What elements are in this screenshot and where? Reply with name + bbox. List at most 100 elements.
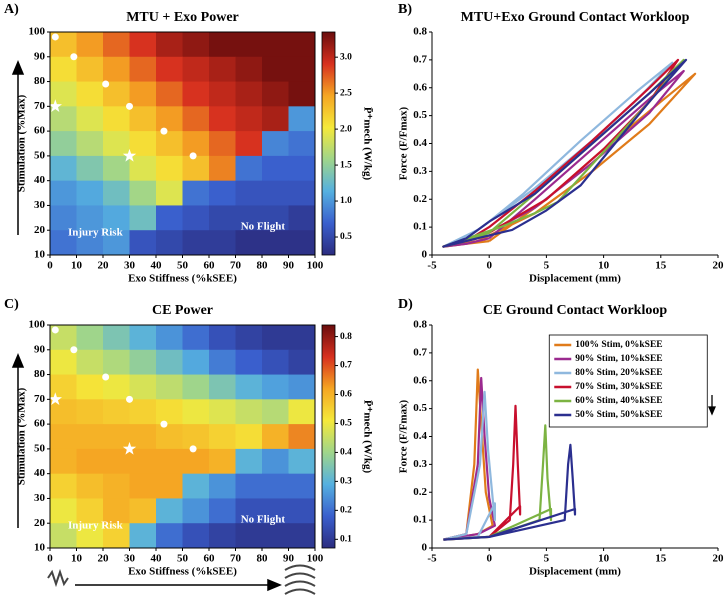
colorbar-tick-label: 1.5 bbox=[340, 160, 352, 170]
y-tick-label: 10 bbox=[34, 542, 46, 554]
y-tick-label: 80 bbox=[34, 75, 46, 87]
contour-cell bbox=[235, 155, 263, 182]
y-tick-label: 0.4 bbox=[413, 430, 427, 442]
contour-cell bbox=[209, 325, 236, 351]
contour-cell bbox=[288, 32, 316, 58]
operating-point bbox=[102, 80, 110, 88]
contour-cell bbox=[156, 448, 183, 475]
contour-cell bbox=[209, 523, 236, 549]
contour-cell bbox=[103, 523, 130, 549]
contour-cell bbox=[235, 424, 263, 450]
contour-cell bbox=[76, 106, 104, 132]
contour-cell bbox=[209, 81, 236, 107]
workloop-line bbox=[442, 58, 688, 248]
contour-cell bbox=[262, 131, 289, 157]
x-tick-label: -5 bbox=[427, 260, 437, 272]
y-tick-label: 0.2 bbox=[413, 193, 427, 205]
contour-cell bbox=[288, 349, 316, 376]
contour-cell bbox=[76, 325, 104, 351]
workloop-line bbox=[443, 404, 522, 541]
colorbar-tick-label: 0.6 bbox=[340, 390, 352, 400]
contour-cell bbox=[262, 81, 289, 107]
operating-point bbox=[126, 102, 133, 110]
contour-cell bbox=[129, 349, 157, 376]
x-tick-label: 60 bbox=[204, 553, 216, 565]
y-tick-label: 0.6 bbox=[413, 374, 427, 386]
operating-point bbox=[51, 33, 59, 41]
x-tick-label: 60 bbox=[204, 260, 216, 272]
chart-title: MTU+Exo Ground Contact Workloop bbox=[461, 10, 690, 25]
contour-cell bbox=[50, 523, 77, 549]
contour-cell bbox=[50, 498, 77, 524]
x-tick-label: 5 bbox=[544, 553, 550, 565]
contour-cell bbox=[235, 230, 263, 256]
contour-cell bbox=[76, 349, 104, 376]
contour-cell bbox=[76, 498, 104, 524]
panel-label: D) bbox=[398, 297, 413, 312]
contour-cell bbox=[182, 473, 210, 499]
legend-entry: 70% Stim, 30%kSEE bbox=[575, 382, 662, 392]
contour-cell bbox=[209, 349, 236, 376]
x-tick-label: 70 bbox=[230, 553, 242, 565]
contour-cell bbox=[235, 498, 263, 524]
y-tick-label: 50 bbox=[34, 149, 46, 161]
x-tick-label: 20 bbox=[98, 553, 110, 565]
contour-cell bbox=[156, 424, 183, 450]
y-axis-label: Force (F/Fmax) bbox=[398, 106, 410, 180]
operating-point bbox=[70, 53, 78, 61]
contour-cell bbox=[182, 424, 210, 450]
contour-cell bbox=[262, 56, 289, 83]
contour-cell bbox=[209, 32, 236, 58]
contour-cell bbox=[288, 473, 316, 499]
contour-cell bbox=[129, 81, 157, 107]
contour-cell bbox=[156, 180, 183, 206]
x-tick-label: 90 bbox=[283, 260, 295, 272]
star-point bbox=[122, 441, 137, 455]
contour-cell bbox=[76, 374, 104, 400]
contour-cell bbox=[235, 448, 263, 475]
contour-cell bbox=[76, 230, 104, 256]
contour-cell bbox=[262, 473, 289, 499]
contour-cell bbox=[262, 399, 289, 425]
contour-cell bbox=[235, 180, 263, 206]
region-annotation: Injury Risk bbox=[68, 227, 124, 239]
x-axis-label: Exo Stiffness (%kSEE) bbox=[128, 273, 237, 285]
contour-cell bbox=[76, 131, 104, 157]
y-tick-label: 80 bbox=[34, 368, 46, 380]
y-tick-label: 70 bbox=[34, 100, 46, 112]
colorbar-tick-label: 0.8 bbox=[340, 332, 352, 342]
chart-title: CE Power bbox=[152, 303, 213, 318]
contour-cell bbox=[129, 155, 157, 182]
contour-cell bbox=[262, 498, 289, 524]
panel-label: A) bbox=[4, 2, 19, 17]
y-tick-label: 0.5 bbox=[413, 402, 427, 414]
contour-cell bbox=[50, 180, 77, 206]
x-tick-label: 10 bbox=[71, 260, 83, 272]
contour-cell bbox=[182, 325, 210, 351]
contour-cell bbox=[209, 374, 236, 400]
operating-point bbox=[126, 395, 133, 403]
star-point bbox=[48, 99, 62, 112]
x-tick-label: 40 bbox=[151, 260, 163, 272]
contour-cell bbox=[76, 448, 104, 475]
contour-cell bbox=[262, 32, 289, 58]
contour-cell bbox=[235, 349, 263, 376]
x-tick-label: 0 bbox=[486, 260, 492, 272]
contour-cell bbox=[156, 498, 183, 524]
y-tick-label: 60 bbox=[34, 125, 46, 137]
contour-cell bbox=[156, 325, 183, 351]
legend-entry: 50% Stim, 50%kSEE bbox=[575, 410, 662, 420]
contour-cell bbox=[209, 56, 236, 83]
y-tick-label: 70 bbox=[34, 393, 46, 405]
contour-cell bbox=[262, 155, 289, 182]
x-tick-label: 0 bbox=[47, 553, 53, 565]
contour-cell bbox=[76, 81, 104, 107]
contour-cell bbox=[182, 374, 210, 400]
contour-cell bbox=[129, 325, 157, 351]
plot-area bbox=[50, 32, 316, 256]
contour-cell bbox=[103, 498, 130, 524]
contour-cell bbox=[50, 473, 77, 499]
y-tick-label: 40 bbox=[34, 174, 46, 186]
y-tick-label: 0 bbox=[422, 542, 428, 554]
contour-cell bbox=[156, 32, 183, 58]
